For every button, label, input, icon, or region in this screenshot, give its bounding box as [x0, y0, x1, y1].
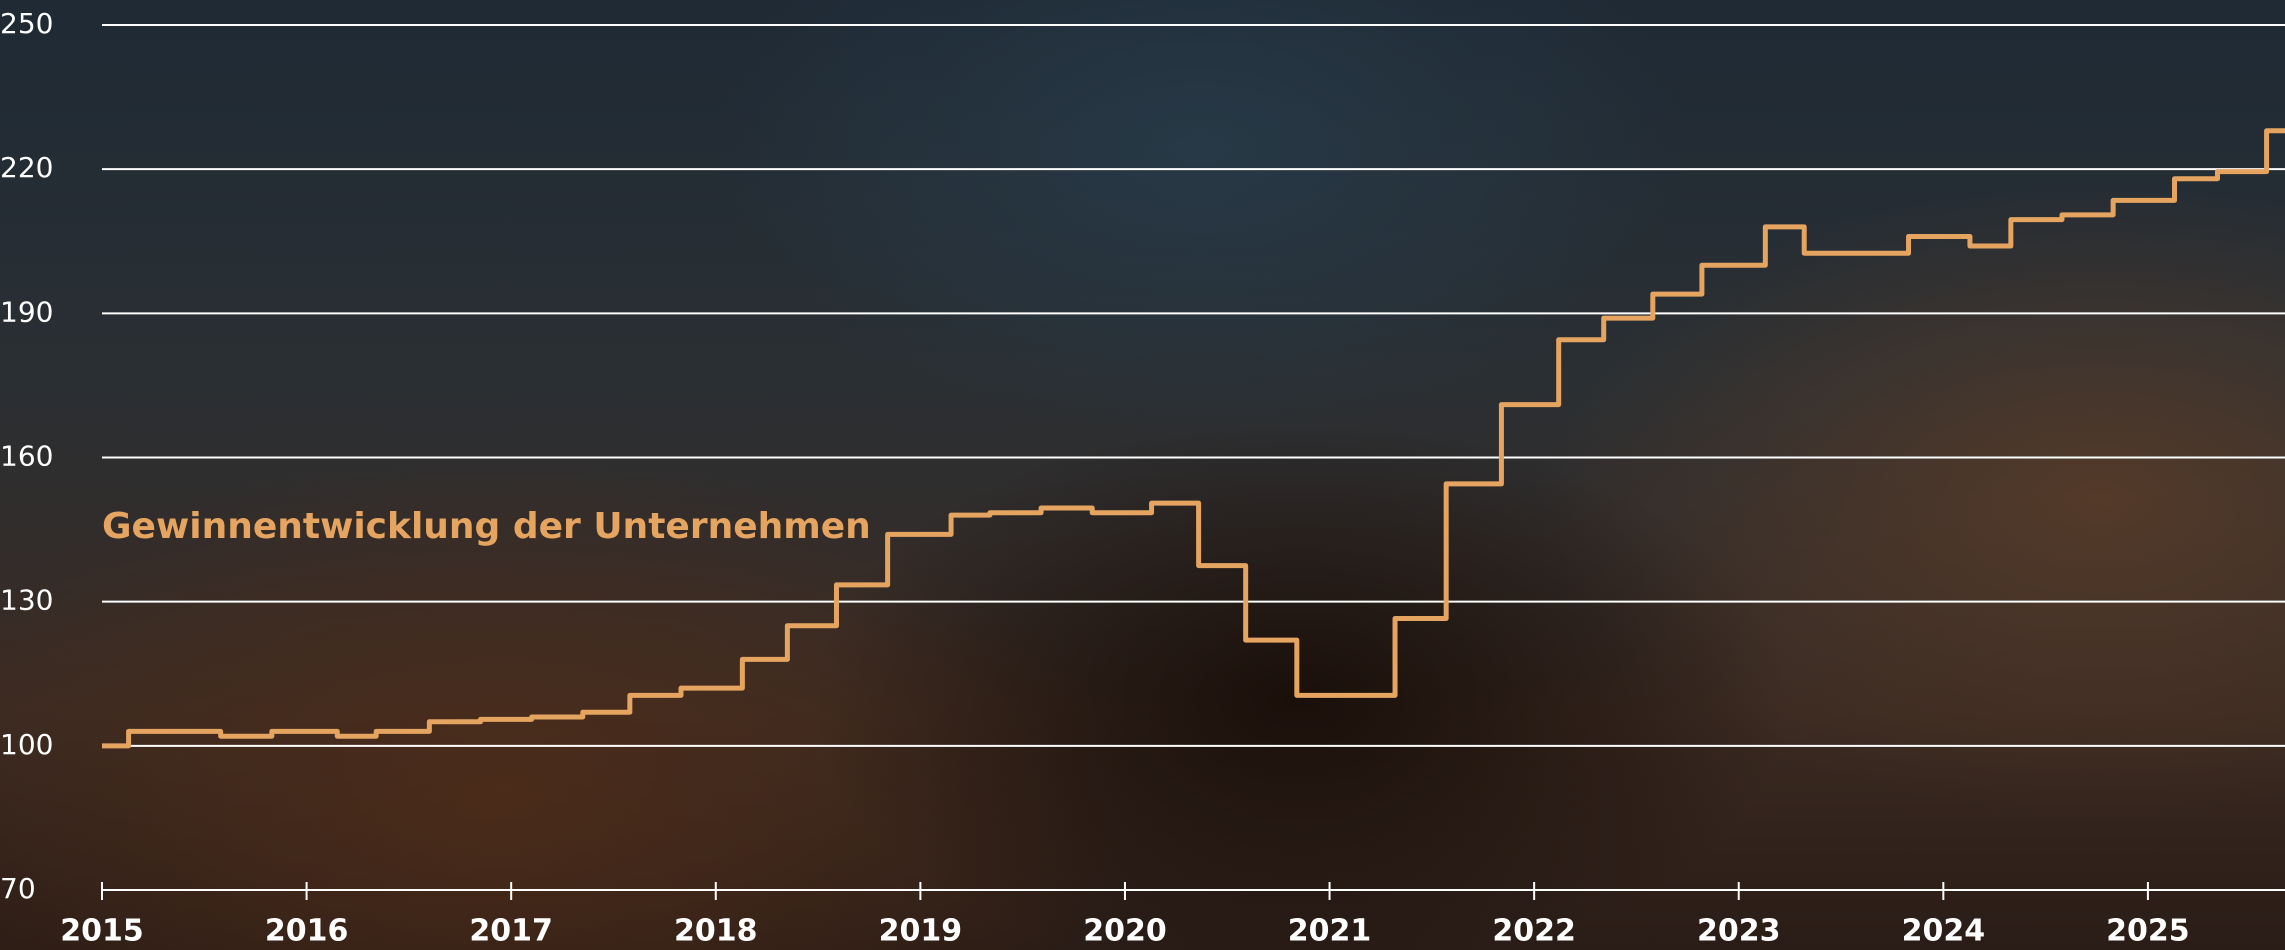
y-tick-label: 220 — [0, 151, 53, 184]
x-tick-label: 2024 — [1902, 914, 1986, 949]
chart: Gewinnentwicklung der Unternehmen 70 100 1… — [0, 0, 2285, 950]
x-tick-label: 2021 — [1288, 914, 1372, 949]
y-tick-label: 160 — [0, 440, 53, 473]
x-tick-label: 2019 — [879, 914, 963, 949]
x-tick-label: 2018 — [674, 914, 758, 949]
x-tick-label: 2022 — [1492, 914, 1576, 949]
x-tick-label: 2015 — [60, 914, 144, 949]
y-tick-label: 100 — [0, 728, 53, 761]
chart-title: Gewinnentwicklung der Unternehmen — [102, 506, 871, 547]
x-tick-label: 2016 — [265, 914, 349, 949]
y-tick-label: 190 — [0, 295, 53, 328]
y-tick-label: 130 — [0, 584, 53, 617]
x-tick-label: 2023 — [1697, 914, 1781, 949]
y-tick-label: 70 — [0, 872, 36, 905]
x-tick-label: 2017 — [469, 914, 553, 949]
y-tick-label: 250 — [0, 7, 53, 40]
x-tick-label: 2020 — [1083, 914, 1167, 949]
line — [102, 131, 2285, 746]
x-tick-label: 2025 — [2106, 914, 2190, 949]
